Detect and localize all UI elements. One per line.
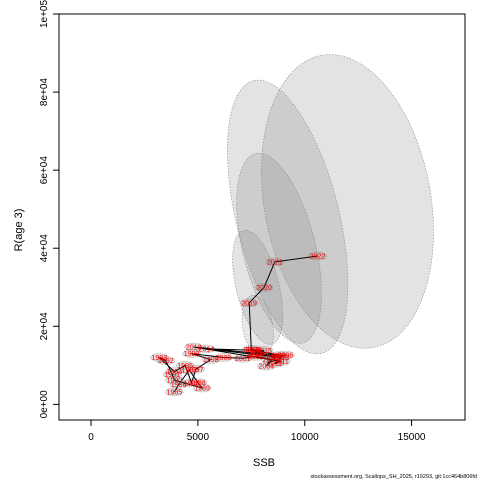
year-label: 2015 xyxy=(256,348,272,355)
year-label: 1989 xyxy=(194,385,210,392)
year-label: 1987 xyxy=(182,368,198,375)
x-axis-title: SSB xyxy=(253,457,275,469)
confidence-ellipse xyxy=(232,229,284,345)
x-tick-label: 10000 xyxy=(291,432,319,443)
year-label: 2003 xyxy=(263,357,279,364)
year-label: 2006 xyxy=(278,353,294,360)
year-label: 1997 xyxy=(188,367,204,374)
y-tick-label: 0e+00 xyxy=(39,390,50,419)
year-label: 2020 xyxy=(256,285,272,292)
x-axis: 0 5000 10000 15000 xyxy=(88,419,426,443)
recruitment-line xyxy=(159,255,318,393)
year-label: 1985 xyxy=(167,389,183,396)
year-label: 1996 xyxy=(184,380,200,387)
confidence-ellipse xyxy=(227,79,349,355)
footer-credit: stockassessment.org, Scallops_SH_2025, r… xyxy=(310,474,477,480)
year-label: 2008 xyxy=(246,347,262,354)
year-label: 1993 xyxy=(152,355,168,362)
confidence-ellipse xyxy=(261,54,434,349)
year-label: 2013 xyxy=(273,355,289,362)
year-label: 2011 xyxy=(274,359,289,366)
year-label: 1995 xyxy=(177,363,193,370)
year-label: 2012 xyxy=(267,361,283,368)
y-tick-label: 8e+04 xyxy=(39,78,50,107)
year-label: 1988 xyxy=(190,380,206,387)
year-label: 2016 xyxy=(248,350,264,357)
x-tick-label: 15000 xyxy=(398,432,426,443)
year-label: 2021 xyxy=(267,259,283,266)
y-axis: 0e+00 2e+04 4e+04 6e+04 8e+04 1e+05 xyxy=(39,0,59,418)
year-label: 2004 xyxy=(258,364,274,371)
year-label: 2000 xyxy=(216,355,232,362)
year-label: 1991 xyxy=(164,372,180,379)
year-label: 2014 xyxy=(199,346,215,353)
year-label: 1992 xyxy=(158,358,174,365)
year-label: 2022 xyxy=(310,254,326,261)
y-tick-label: 1e+05 xyxy=(39,0,50,28)
year-label: 1994 xyxy=(167,369,183,376)
year-label: 2018 xyxy=(244,347,260,354)
year-label: 2009 xyxy=(271,353,287,360)
year-label: 2010 xyxy=(186,344,202,351)
year-label: 1998 xyxy=(203,357,219,364)
year-label: 2017 xyxy=(263,354,279,361)
confidence-ellipse xyxy=(236,152,322,344)
year-label: 1990 xyxy=(167,378,183,385)
recruitment-path xyxy=(159,255,318,393)
x-tick-label: 0 xyxy=(88,432,94,443)
year-label: 2005 xyxy=(267,355,283,362)
year-label: 2001 xyxy=(235,356,251,363)
y-tick-label: 6e+04 xyxy=(39,156,50,185)
x-tick-label: 5000 xyxy=(187,432,210,443)
year-label: 2007 xyxy=(250,352,266,359)
year-label: 2002 xyxy=(248,354,264,361)
year-label: 1999 xyxy=(184,351,200,358)
year-label: 2019 xyxy=(241,300,257,307)
y-axis-title: R(age 3) xyxy=(13,209,25,252)
confidence-ellipses xyxy=(227,54,434,358)
y-tick-label: 4e+04 xyxy=(39,234,50,263)
year-label: 1986 xyxy=(171,382,187,389)
y-tick-label: 2e+04 xyxy=(39,312,50,341)
